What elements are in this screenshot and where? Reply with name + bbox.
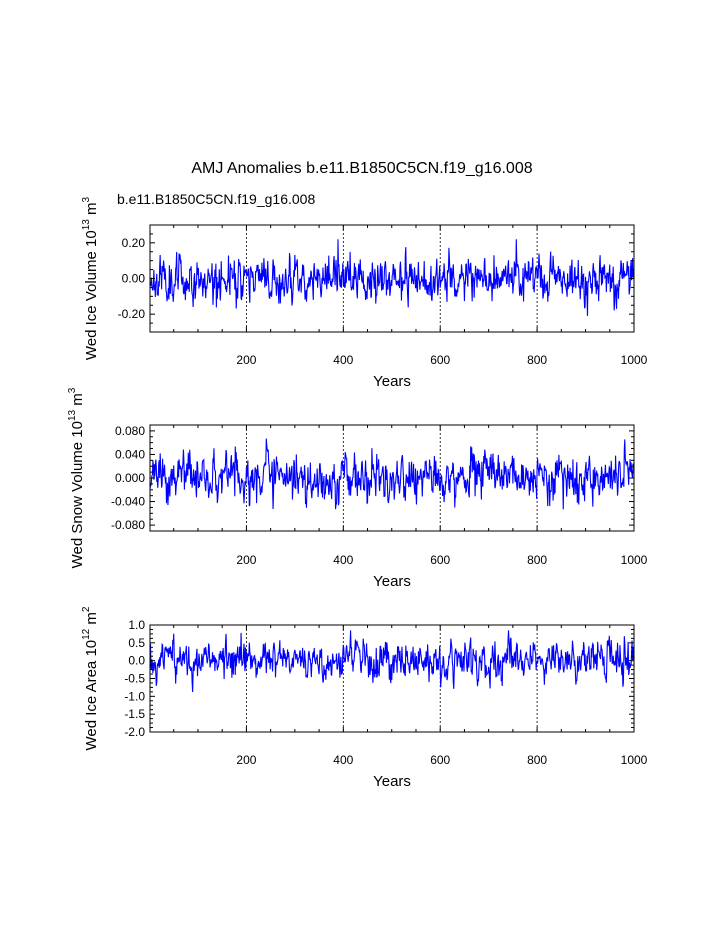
x-tick-label: 800 [527, 553, 547, 567]
x-tick-label: 600 [430, 353, 450, 367]
chart-panels: 200 400 600 800 1000 -0.20 0.00 0.20 Years Wed Ic… [67, 196, 648, 790]
x-tick-label: 600 [430, 753, 450, 767]
series-line [150, 239, 634, 316]
x-tick-label: 400 [333, 553, 353, 567]
figure-title: AMJ Anomalies b.e11.B1850C5CN.f19_g16.00… [191, 160, 532, 177]
x-tick-label: 1000 [621, 553, 648, 567]
y-tick-label: -0.040 [111, 495, 145, 509]
y-tick-label: 0.0 [128, 654, 145, 668]
x-tick-label: 800 [527, 753, 547, 767]
y-axis-label: Wed Ice Area 1012 m2 [81, 606, 100, 750]
y-tick-label: 1.0 [128, 618, 145, 632]
x-tick-label: 400 [333, 753, 353, 767]
y-tick-label: -1.5 [124, 707, 145, 721]
series-line [150, 438, 634, 510]
y-axis-label: Wed Snow Volume 1013 m3 [67, 387, 86, 568]
y-tick-label: 0.000 [115, 471, 145, 485]
series-line [150, 630, 634, 693]
x-tick-label: 1000 [621, 753, 648, 767]
figure-subtitle: b.e11.B1850C5CN.f19_g16.008 [117, 191, 315, 207]
x-tick-label: 200 [236, 353, 256, 367]
chart-panel-2: 200 400 600 800 1000 -0.080 -0.040 0.000 0.040 0.… [67, 387, 648, 590]
x-tick-label: 1000 [621, 353, 648, 367]
x-tick-label: 200 [236, 553, 256, 567]
chart-panel-1: 200 400 600 800 1000 -0.20 0.00 0.20 Years Wed Ic… [81, 196, 648, 390]
y-tick-label: -0.5 [124, 672, 145, 686]
y-tick-label: 0.20 [122, 236, 146, 250]
y-tick-label: 0.040 [115, 447, 145, 461]
y-tick-label: -0.080 [111, 518, 145, 532]
y-axis-label: Wed Ice Volume 1013 m3 [81, 196, 100, 360]
y-tick-label: 0.00 [122, 272, 146, 286]
y-tick-label: -0.20 [118, 307, 146, 321]
x-tick-label: 400 [333, 353, 353, 367]
y-tick-label: -1.0 [124, 689, 145, 703]
chart-panel-3: 200 400 600 800 1000 -2.0 -1.5 -1.0 -0.5 0.0 0.5 1.… [81, 606, 648, 790]
x-tick-label: 600 [430, 553, 450, 567]
x-axis-label: Years [373, 773, 411, 790]
x-axis-label: Years [373, 373, 411, 390]
x-axis-label: Years [373, 573, 411, 590]
y-tick-label: 0.080 [115, 424, 145, 438]
x-tick-label: 200 [236, 753, 256, 767]
x-tick-label: 800 [527, 353, 547, 367]
y-tick-label: -2.0 [124, 725, 145, 739]
y-tick-label: 0.5 [128, 636, 145, 650]
